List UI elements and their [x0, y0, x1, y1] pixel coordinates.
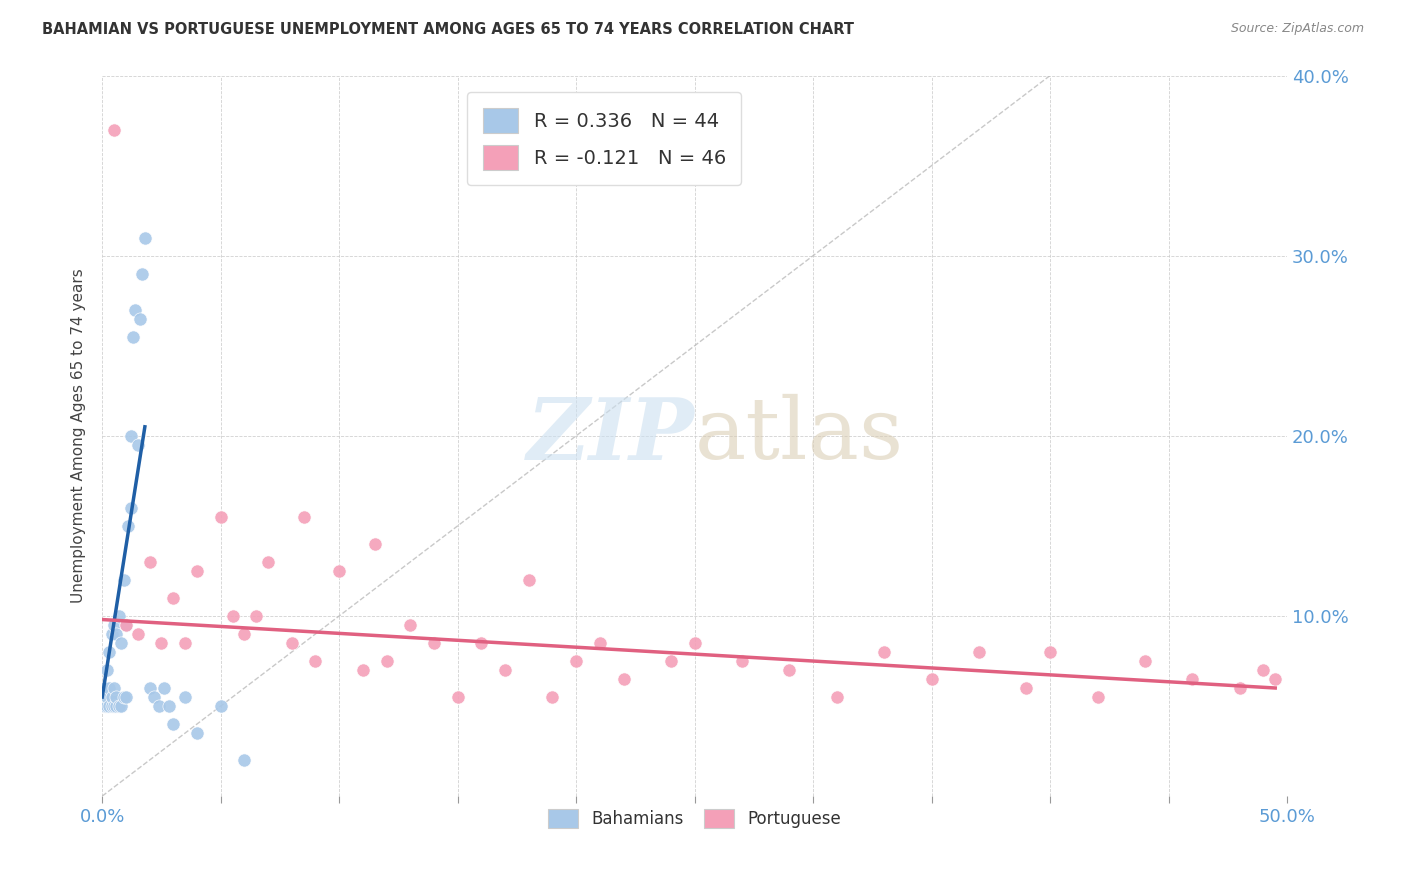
Point: [1253, 663, 1275, 677]
Point: [1133, 654, 1156, 668]
Point: [93, 681, 115, 695]
Point: [174, 690, 197, 704]
Point: [120, 500, 142, 515]
Point: [143, 690, 166, 704]
Point: [93, 698, 115, 713]
Point: [683, 636, 706, 650]
Point: [150, 636, 173, 650]
Point: [110, 636, 132, 650]
Point: [659, 654, 682, 668]
Point: [1229, 681, 1251, 695]
Point: [96, 698, 118, 713]
Text: BAHAMIAN VS PORTUGUESE UNEMPLOYMENT AMONG AGES 65 TO 74 YEARS CORRELATION CHART: BAHAMIAN VS PORTUGUESE UNEMPLOYMENT AMON…: [42, 22, 855, 37]
Point: [105, 627, 128, 641]
Point: [107, 609, 129, 624]
Legend: Bahamians, Portuguese: Bahamians, Portuguese: [541, 802, 848, 835]
Point: [209, 509, 232, 524]
Point: [186, 564, 208, 578]
Point: [131, 267, 153, 281]
Point: [245, 609, 267, 624]
Text: ZIP: ZIP: [527, 394, 695, 477]
Point: [96, 690, 118, 704]
Point: [129, 311, 152, 326]
Point: [209, 698, 232, 713]
Point: [103, 698, 125, 713]
Point: [292, 509, 315, 524]
Point: [967, 645, 990, 659]
Point: [100, 690, 122, 704]
Point: [186, 726, 208, 740]
Point: [138, 681, 160, 695]
Point: [233, 753, 256, 767]
Point: [399, 618, 422, 632]
Point: [138, 555, 160, 569]
Point: [1015, 681, 1038, 695]
Point: [304, 654, 326, 668]
Point: [517, 573, 540, 587]
Point: [98, 645, 121, 659]
Point: [115, 618, 138, 632]
Point: [565, 654, 588, 668]
Point: [112, 573, 135, 587]
Point: [1039, 645, 1062, 659]
Point: [105, 698, 128, 713]
Point: [105, 690, 128, 704]
Point: [233, 627, 256, 641]
Point: [100, 698, 122, 713]
Point: [112, 690, 135, 704]
Point: [120, 429, 142, 443]
Point: [494, 663, 516, 677]
Point: [328, 564, 350, 578]
Point: [162, 717, 184, 731]
Point: [103, 618, 125, 632]
Point: [423, 636, 446, 650]
Point: [110, 698, 132, 713]
Point: [134, 230, 156, 244]
Point: [1264, 672, 1286, 686]
Point: [117, 519, 139, 533]
Point: [115, 618, 138, 632]
Point: [127, 438, 149, 452]
Point: [541, 690, 564, 704]
Y-axis label: Unemployment Among Ages 65 to 74 years: Unemployment Among Ages 65 to 74 years: [72, 268, 86, 603]
Point: [98, 681, 121, 695]
Point: [157, 698, 180, 713]
Text: atlas: atlas: [695, 394, 904, 477]
Point: [470, 636, 492, 650]
Point: [589, 636, 612, 650]
Point: [921, 672, 943, 686]
Point: [100, 627, 122, 641]
Point: [281, 636, 304, 650]
Point: [873, 645, 896, 659]
Point: [148, 698, 170, 713]
Point: [98, 698, 121, 713]
Point: [1087, 690, 1109, 704]
Point: [115, 690, 138, 704]
Point: [352, 663, 374, 677]
Point: [96, 663, 118, 677]
Point: [103, 681, 125, 695]
Text: Source: ZipAtlas.com: Source: ZipAtlas.com: [1230, 22, 1364, 36]
Point: [1181, 672, 1204, 686]
Point: [107, 698, 129, 713]
Point: [375, 654, 398, 668]
Point: [447, 690, 470, 704]
Point: [364, 537, 387, 551]
Point: [221, 609, 243, 624]
Point: [612, 672, 634, 686]
Point: [731, 654, 754, 668]
Point: [257, 555, 280, 569]
Point: [103, 122, 125, 136]
Point: [778, 663, 800, 677]
Point: [162, 591, 184, 605]
Point: [153, 681, 176, 695]
Point: [825, 690, 848, 704]
Point: [174, 636, 197, 650]
Point: [122, 329, 145, 343]
Point: [127, 627, 149, 641]
Point: [124, 302, 146, 317]
